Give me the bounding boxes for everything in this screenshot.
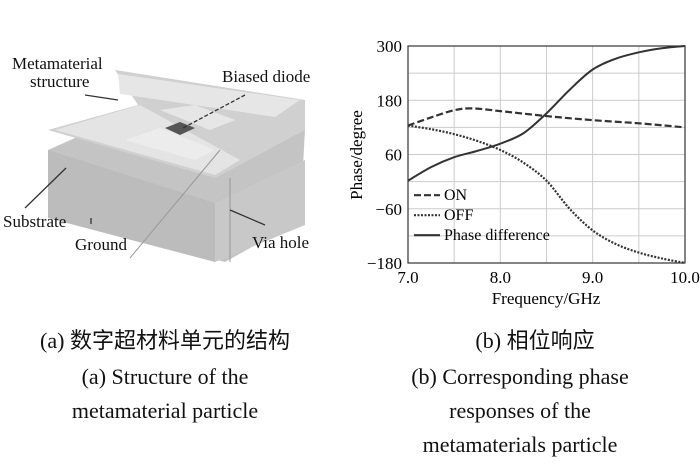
y-tick-label: 180 [377, 91, 403, 110]
label-ground: Ground [75, 235, 127, 254]
legend-label: Phase difference [444, 227, 550, 244]
x-tick-label: 8.0 [490, 268, 511, 287]
y-tick-label: 300 [377, 37, 403, 56]
legend-label: ON [444, 187, 468, 204]
label-substrate: Substrate [3, 212, 67, 231]
x-tick-label: 7.0 [397, 268, 418, 287]
caption-b-en-2: responses of the [449, 398, 591, 423]
series-line-phase-difference [407, 45, 686, 182]
series-line-off [407, 124, 686, 265]
metamaterial-structure-diagram [24, 70, 305, 262]
caption-b-en-3: metamaterials particle [422, 432, 618, 457]
x-tick-label: 10.0 [670, 268, 700, 287]
legend-label: OFF [444, 207, 473, 224]
caption-b-cn: (b) 相位响应 [475, 328, 595, 353]
caption-a-cn: (a) 数字超材料单元的结构 [40, 328, 290, 353]
caption-a-en-2: metamaterial particle [71, 398, 259, 423]
label-biased-diode: Biased diode [222, 67, 311, 86]
y-tick-label: −60 [375, 200, 402, 219]
caption-b-en-1: (b) Corresponding phase [411, 364, 629, 389]
x-axis-label: Frequency/GHz [492, 289, 601, 308]
y-axis-label: Phase/degree [347, 110, 366, 200]
phase-response-chart: 7.0 8.0 9.0 10.0 300 180 60 −60 −180 ON OFF Phase … [347, 37, 700, 308]
label-structure: structure [30, 72, 90, 91]
label-metamaterial: Metamaterial [12, 54, 103, 73]
x-tick-label: 9.0 [582, 268, 603, 287]
y-tick-label: −180 [367, 254, 402, 273]
y-tick-label: 60 [385, 146, 402, 165]
label-via-hole: Via hole [252, 233, 310, 252]
caption-a-en-1: (a) Structure of the [81, 364, 249, 389]
series-line-on [407, 107, 686, 129]
